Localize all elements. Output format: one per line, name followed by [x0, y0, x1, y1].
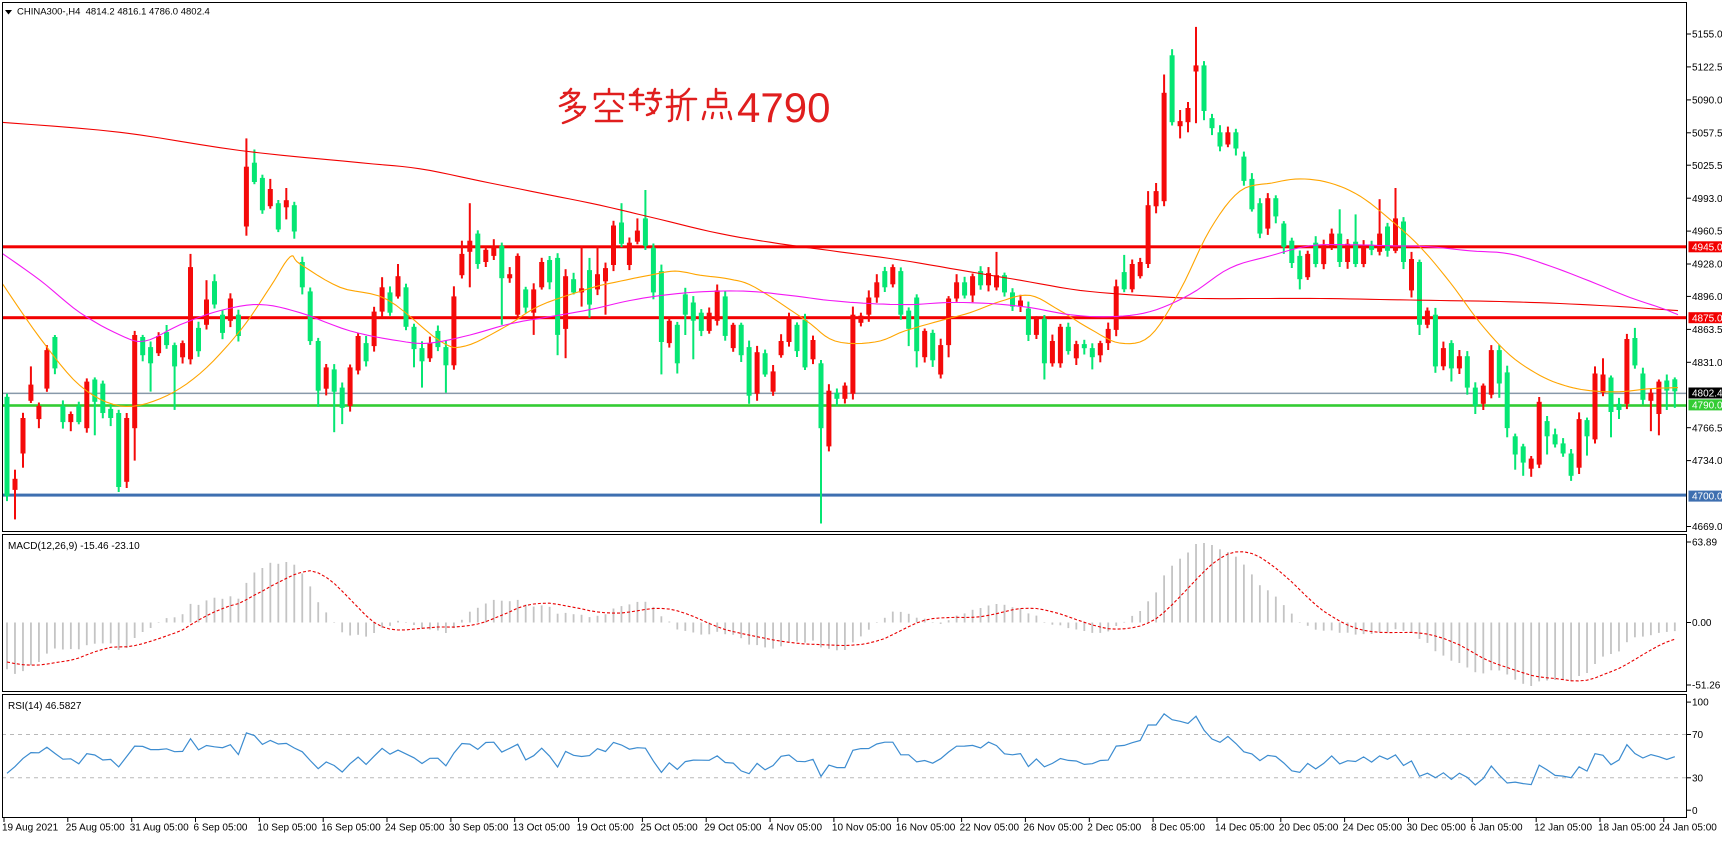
- svg-text:13 Oct 05:00: 13 Oct 05:00: [513, 823, 571, 834]
- svg-text:5057.5: 5057.5: [1692, 128, 1722, 139]
- svg-text:63.89: 63.89: [1692, 538, 1717, 549]
- svg-text:30 Dec 05:00: 30 Dec 05:00: [1407, 823, 1467, 834]
- svg-text:25 Aug 05:00: 25 Aug 05:00: [66, 823, 125, 834]
- svg-text:4 Nov 05:00: 4 Nov 05:00: [768, 823, 822, 834]
- svg-text:25 Oct 05:00: 25 Oct 05:00: [640, 823, 698, 834]
- svg-text:19 Oct 05:00: 19 Oct 05:00: [577, 823, 635, 834]
- svg-text:22 Nov 05:00: 22 Nov 05:00: [960, 823, 1020, 834]
- svg-text:6 Sep 05:00: 6 Sep 05:00: [194, 823, 248, 834]
- svg-text:4960.5: 4960.5: [1692, 227, 1722, 238]
- svg-text:70: 70: [1692, 730, 1704, 741]
- svg-text:24 Jan 05:00: 24 Jan 05:00: [1659, 823, 1717, 834]
- svg-text:4790: 4790: [737, 84, 830, 131]
- svg-text:4802.4: 4802.4: [1692, 389, 1722, 400]
- svg-text:4928.0: 4928.0: [1692, 260, 1722, 271]
- svg-text:4945.0: 4945.0: [1692, 242, 1722, 253]
- svg-text:16 Sep 05:00: 16 Sep 05:00: [321, 823, 381, 834]
- svg-text:RSI(14) 46.5827: RSI(14) 46.5827: [8, 701, 82, 712]
- svg-text:100: 100: [1692, 698, 1709, 709]
- svg-text:6 Jan 05:00: 6 Jan 05:00: [1470, 823, 1523, 834]
- svg-text:18 Jan 05:00: 18 Jan 05:00: [1598, 823, 1656, 834]
- svg-text:4896.0: 4896.0: [1692, 292, 1722, 303]
- svg-text:2 Dec 05:00: 2 Dec 05:00: [1087, 823, 1141, 834]
- svg-text:20 Dec 05:00: 20 Dec 05:00: [1279, 823, 1339, 834]
- svg-text:26 Nov 05:00: 26 Nov 05:00: [1023, 823, 1083, 834]
- svg-text:10 Sep 05:00: 10 Sep 05:00: [257, 823, 317, 834]
- svg-text:24 Dec 05:00: 24 Dec 05:00: [1343, 823, 1403, 834]
- svg-text:24 Sep 05:00: 24 Sep 05:00: [385, 823, 445, 834]
- svg-text:5122.5: 5122.5: [1692, 63, 1722, 74]
- svg-text:19 Aug 2021: 19 Aug 2021: [2, 823, 59, 834]
- svg-text:4863.5: 4863.5: [1692, 325, 1722, 336]
- svg-text:4669.0: 4669.0: [1692, 522, 1722, 533]
- svg-text:29 Oct 05:00: 29 Oct 05:00: [704, 823, 762, 834]
- svg-text:4993.0: 4993.0: [1692, 194, 1722, 205]
- svg-text:5090.0: 5090.0: [1692, 96, 1722, 107]
- svg-text:10 Nov 05:00: 10 Nov 05:00: [832, 823, 892, 834]
- svg-text:0.00: 0.00: [1692, 618, 1712, 629]
- svg-text:5025.5: 5025.5: [1692, 161, 1722, 172]
- svg-text:12 Jan 05:00: 12 Jan 05:00: [1534, 823, 1592, 834]
- svg-text:-51.26: -51.26: [1692, 681, 1721, 692]
- svg-text:14 Dec 05:00: 14 Dec 05:00: [1215, 823, 1275, 834]
- svg-text:4700.0: 4700.0: [1692, 492, 1722, 503]
- svg-text:31 Aug 05:00: 31 Aug 05:00: [130, 823, 189, 834]
- svg-text:8 Dec 05:00: 8 Dec 05:00: [1151, 823, 1205, 834]
- svg-text:MACD(12,26,9) -15.46 -23.10: MACD(12,26,9) -15.46 -23.10: [8, 541, 140, 552]
- svg-text:CHINA300-,H4 4814.2 4816.1 47: CHINA300-,H4 4814.2 4816.1 4786.0 4802.4: [17, 7, 210, 18]
- svg-text:5155.0: 5155.0: [1692, 30, 1722, 41]
- svg-text:30: 30: [1692, 773, 1704, 784]
- svg-text:30 Sep 05:00: 30 Sep 05:00: [449, 823, 509, 834]
- svg-text:4875.0: 4875.0: [1692, 313, 1722, 324]
- svg-text:16 Nov 05:00: 16 Nov 05:00: [896, 823, 956, 834]
- svg-text:0: 0: [1692, 806, 1698, 817]
- svg-text:4766.5: 4766.5: [1692, 423, 1722, 434]
- svg-text:4831.0: 4831.0: [1692, 358, 1722, 369]
- svg-text:4734.0: 4734.0: [1692, 456, 1722, 467]
- svg-text:4790.0: 4790.0: [1692, 401, 1722, 412]
